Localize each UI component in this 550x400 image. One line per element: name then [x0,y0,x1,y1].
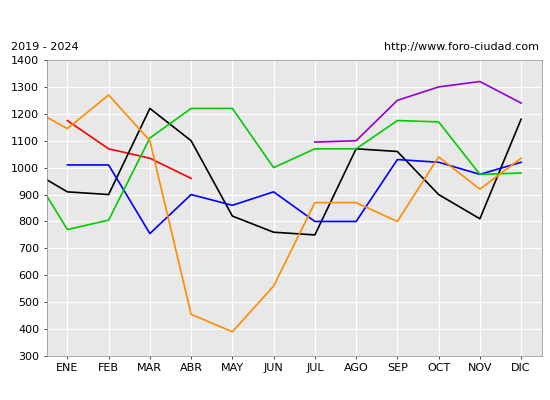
Text: http://www.foro-ciudad.com: http://www.foro-ciudad.com [384,42,539,52]
Text: Evolucion Nº Turistas Nacionales en el municipio de Benifaí: Evolucion Nº Turistas Nacionales en el m… [58,10,492,26]
Text: 2019 - 2024: 2019 - 2024 [11,42,79,52]
